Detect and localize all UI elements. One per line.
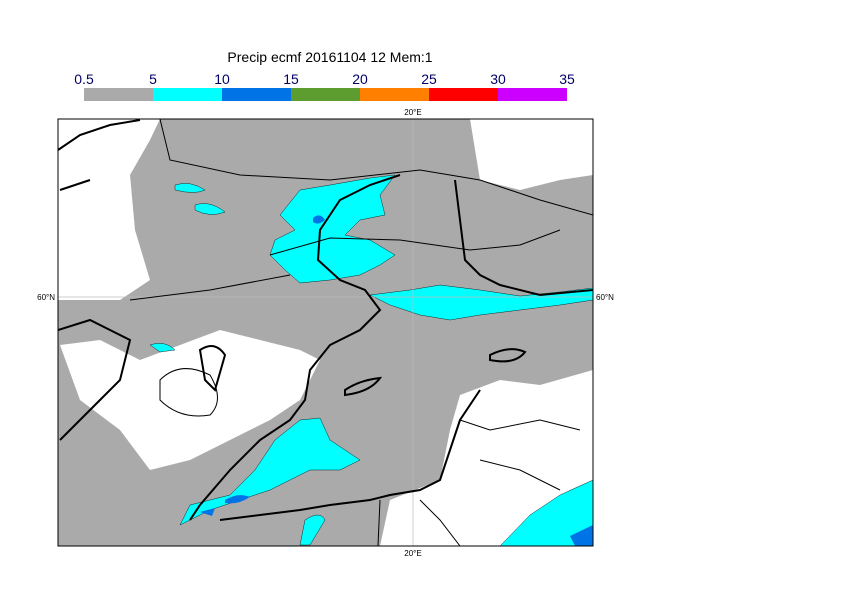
coastline	[454, 179, 593, 297]
lon-label: 20°E	[404, 549, 421, 558]
colorbar-label: 10	[214, 71, 230, 87]
colorbar-box	[498, 88, 567, 101]
coastline	[189, 174, 401, 521]
coastline	[219, 389, 481, 521]
dry-area	[60, 330, 320, 470]
precip-area	[369, 284, 593, 321]
colorbar-box	[291, 88, 360, 101]
lon-label: 20°E	[404, 108, 421, 117]
border	[377, 419, 581, 546]
colorbar-box	[222, 88, 291, 101]
island	[198, 345, 527, 397]
lat-label: 60°N	[596, 293, 614, 302]
colorbar-box	[153, 88, 222, 101]
dry-area	[380, 370, 593, 546]
map-frame	[57, 118, 594, 547]
border	[159, 119, 593, 216]
colorbar-label: 25	[421, 71, 437, 87]
precip-area	[179, 417, 361, 526]
colorbar-box	[84, 88, 153, 101]
title: Precip ecmf 20161104 12 Mem:1	[227, 49, 432, 65]
colorbar-label: 30	[490, 71, 506, 87]
lake	[159, 368, 218, 417]
colorbar-box	[429, 88, 498, 101]
colorbar-box	[360, 88, 429, 101]
precip-area	[149, 183, 326, 546]
dry-area	[470, 119, 593, 190]
lat-label: 60°N	[37, 293, 55, 302]
border	[129, 229, 561, 301]
map: 20°E 20°E 60°N 60°N	[37, 108, 614, 558]
colorbar-label: 15	[283, 71, 299, 87]
dry-area	[70, 240, 130, 290]
colorbar-label: 20	[352, 71, 368, 87]
precip-area	[499, 479, 593, 546]
coastline	[58, 119, 141, 441]
colorbar-label: 35	[559, 71, 575, 87]
colorbar-label: 5	[149, 71, 157, 87]
colorbar: 0.5 5 10 15 20 25 30 35	[74, 71, 575, 101]
colorbar-label: 0.5	[74, 71, 94, 87]
